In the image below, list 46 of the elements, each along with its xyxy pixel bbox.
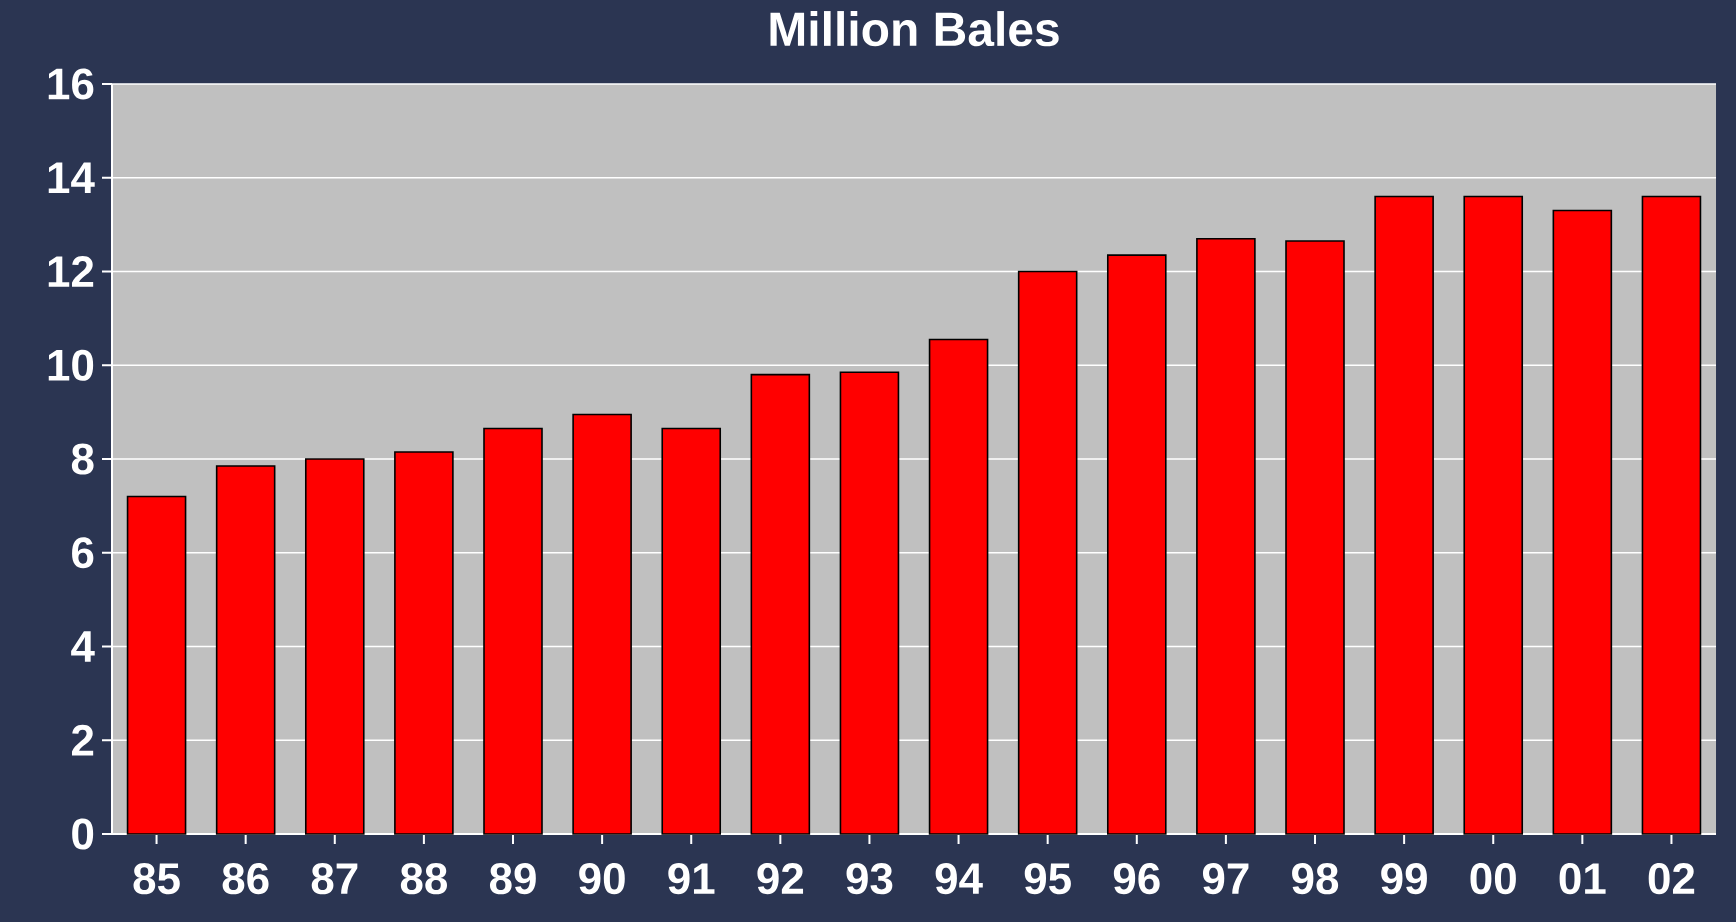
bar bbox=[1374, 195, 1434, 835]
y-tick-label: 4 bbox=[71, 631, 95, 662]
x-tick-label: 98 bbox=[1292, 863, 1339, 895]
x-tick-label: 94 bbox=[935, 863, 983, 895]
bar bbox=[1106, 254, 1167, 835]
x-tick-label: 90 bbox=[579, 863, 625, 895]
bar bbox=[1641, 195, 1702, 835]
bar bbox=[126, 495, 187, 835]
bar bbox=[928, 338, 989, 835]
bar bbox=[1552, 209, 1613, 835]
y-tick-label: 8 bbox=[71, 443, 94, 475]
bar bbox=[1017, 270, 1078, 835]
x-tick-label: 89 bbox=[489, 863, 536, 895]
bar bbox=[572, 413, 632, 835]
bar bbox=[215, 465, 276, 835]
x-tick-label: 99 bbox=[1381, 863, 1427, 895]
y-tick-label: 6 bbox=[72, 537, 94, 569]
y-tick-label: 16 bbox=[48, 68, 94, 100]
x-tick-label: 95 bbox=[1024, 863, 1071, 895]
x-tick-label: 02 bbox=[1648, 863, 1695, 895]
y-tick-label: 12 bbox=[48, 256, 94, 287]
y-tick-label: 10 bbox=[48, 349, 94, 381]
bar bbox=[304, 458, 365, 835]
x-tick-label: 88 bbox=[400, 863, 447, 895]
x-tick-label: 91 bbox=[668, 863, 715, 895]
bar bbox=[483, 427, 543, 835]
x-tick-label: 97 bbox=[1202, 863, 1249, 895]
bar bbox=[661, 427, 722, 835]
x-tick-label: 92 bbox=[757, 863, 804, 895]
y-tick-label: 14 bbox=[48, 162, 95, 193]
x-tick-label: 00 bbox=[1470, 863, 1516, 895]
x-tick-label: 85 bbox=[133, 863, 180, 895]
chart-title: Million Bales bbox=[770, 11, 1059, 47]
bar bbox=[750, 373, 811, 835]
y-tick-label: 2 bbox=[72, 724, 94, 756]
bar bbox=[839, 371, 900, 835]
x-tick-label: 01 bbox=[1559, 863, 1606, 895]
x-tick-label: 93 bbox=[846, 863, 893, 895]
bar bbox=[1463, 195, 1524, 835]
x-tick-label: 87 bbox=[311, 863, 358, 895]
bar bbox=[1196, 237, 1256, 835]
x-tick-label: 96 bbox=[1113, 863, 1160, 895]
y-tick-label: 0 bbox=[72, 818, 94, 850]
bar bbox=[394, 451, 454, 835]
x-tick-label: 86 bbox=[222, 863, 269, 895]
bar bbox=[1285, 240, 1345, 835]
